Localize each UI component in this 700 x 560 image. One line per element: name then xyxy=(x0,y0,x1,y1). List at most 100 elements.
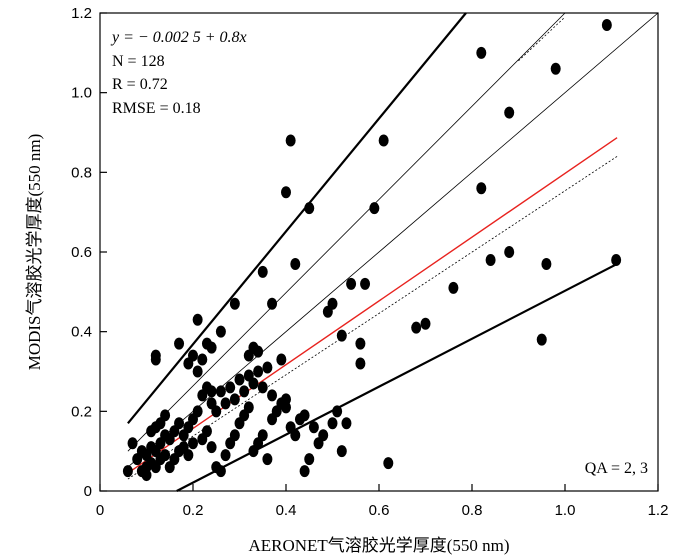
data-point xyxy=(248,377,259,390)
correlation-coefficient: R = 0.72 xyxy=(112,76,168,93)
data-point xyxy=(304,453,315,466)
x-tick-label: 0.6 xyxy=(369,502,390,519)
data-point xyxy=(304,202,315,215)
data-point xyxy=(160,449,171,462)
data-point xyxy=(290,429,301,442)
data-point xyxy=(257,265,268,278)
y-tick-label: 1.2 xyxy=(71,5,92,22)
y-tick-label: 0.6 xyxy=(71,244,92,261)
data-point xyxy=(355,337,366,350)
data-point xyxy=(192,405,203,418)
upper-thin-line xyxy=(127,12,566,452)
one-to-one-line xyxy=(127,12,659,468)
data-point xyxy=(327,297,338,310)
axis-ticks: 0 0.2 0.4 0.6 0.8 1.0 1.2 0 0.2 0.4 0.6 0.8 1.0 1.2 xyxy=(71,5,668,519)
data-point xyxy=(476,46,487,59)
data-point xyxy=(341,417,352,430)
data-point xyxy=(336,445,347,458)
data-point xyxy=(611,253,622,266)
data-point xyxy=(550,62,561,75)
data-point xyxy=(183,449,194,462)
data-point xyxy=(127,437,138,450)
data-point xyxy=(411,321,422,334)
data-point xyxy=(378,134,389,147)
y-tick-label: 0 xyxy=(84,483,92,500)
data-point xyxy=(243,401,254,414)
regression-line xyxy=(127,137,618,474)
y-tick-label: 1.0 xyxy=(71,85,92,102)
rmse-value: RMSE = 0.18 xyxy=(112,100,201,117)
regression-equation: y = − 0.002 5 + 0.8x xyxy=(110,29,247,46)
y-tick-label: 0.4 xyxy=(71,324,92,341)
data-point xyxy=(601,18,612,31)
data-point xyxy=(327,417,338,430)
x-tick-label: 0.4 xyxy=(276,502,297,519)
data-point xyxy=(290,257,301,270)
reference-lines xyxy=(127,12,659,492)
upper-dotted-line xyxy=(518,16,566,62)
qa-label: QA = 2, 3 xyxy=(585,460,648,477)
data-point xyxy=(122,465,133,478)
data-point xyxy=(188,437,198,450)
data-point xyxy=(336,329,347,342)
lower-dotted-line xyxy=(127,156,618,480)
data-point xyxy=(229,297,240,310)
data-point xyxy=(239,385,250,398)
data-point xyxy=(257,381,268,394)
data-point xyxy=(536,333,547,346)
data-point xyxy=(183,357,194,370)
data-point xyxy=(332,405,343,418)
x-tick-label: 0.8 xyxy=(462,502,483,519)
x-axis-title: AERONET气溶胶光学厚度(550 nm) xyxy=(248,536,509,555)
data-point xyxy=(215,325,226,338)
data-point xyxy=(355,357,366,370)
data-point xyxy=(285,134,296,147)
y-axis-title: MODIS气溶胶光学厚度(550 nm) xyxy=(25,134,44,371)
y-tick-label: 0.8 xyxy=(71,164,92,181)
data-point xyxy=(318,429,329,442)
sample-count: N = 128 xyxy=(112,53,165,70)
data-point xyxy=(206,385,217,398)
data-point xyxy=(141,469,152,482)
data-point xyxy=(192,365,203,378)
data-point xyxy=(150,349,161,362)
data-point xyxy=(215,465,226,478)
data-point xyxy=(174,337,185,350)
data-point xyxy=(262,361,273,374)
data-point xyxy=(299,409,310,422)
x-tick-label: 1.2 xyxy=(648,502,669,519)
data-point xyxy=(448,281,459,294)
data-point xyxy=(229,393,240,406)
data-point xyxy=(299,465,310,478)
data-point xyxy=(267,297,278,310)
data-point xyxy=(201,337,212,350)
data-point xyxy=(229,429,240,442)
data-point xyxy=(215,385,226,398)
data-point xyxy=(206,441,217,454)
data-point xyxy=(201,425,212,438)
x-tick-label: 1.0 xyxy=(555,502,576,519)
data-point xyxy=(485,253,496,266)
data-point xyxy=(383,457,394,470)
data-point xyxy=(504,246,515,258)
data-point xyxy=(281,393,291,406)
data-point xyxy=(225,381,236,394)
x-tick-label: 0 xyxy=(96,502,104,519)
data-point xyxy=(220,397,231,410)
data-point xyxy=(262,453,273,466)
data-point xyxy=(160,409,171,422)
data-point xyxy=(211,405,222,418)
x-tick-label: 0.2 xyxy=(183,502,204,519)
data-point xyxy=(197,353,208,366)
data-point xyxy=(281,186,291,199)
y-tick-label: 0.2 xyxy=(71,403,92,420)
data-point xyxy=(253,345,264,358)
data-point xyxy=(346,277,357,290)
data-point xyxy=(420,317,431,330)
data-point xyxy=(476,182,487,195)
data-point xyxy=(504,106,515,119)
upper-envelope-line xyxy=(127,12,467,424)
data-point xyxy=(253,365,264,378)
data-point xyxy=(192,313,203,326)
